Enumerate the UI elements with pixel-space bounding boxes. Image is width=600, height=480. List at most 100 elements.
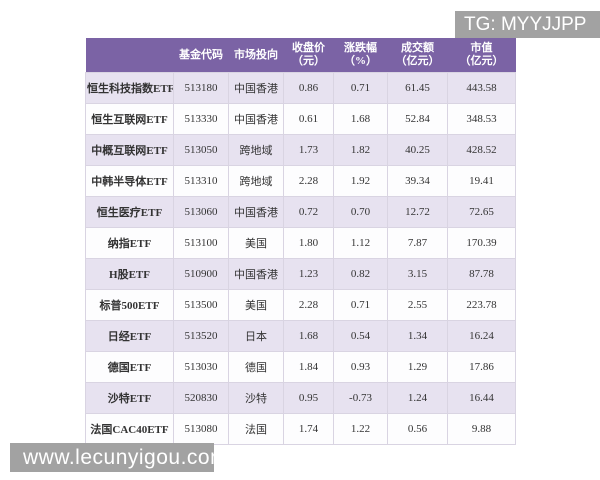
cell-code: 513030 [173, 351, 229, 383]
cell-market: 美国 [228, 289, 284, 321]
cell-turnover: 1.29 [387, 351, 448, 383]
cell-code: 513080 [173, 413, 229, 445]
cell-name: 纳指ETF [85, 227, 174, 259]
cell-name: 中概互联网ETF [85, 134, 174, 166]
watermark: www.lecunyigou.com [10, 443, 228, 472]
cell-name: H股ETF [85, 258, 174, 290]
cell-change: 1.92 [333, 165, 388, 197]
cell-mcap: 9.88 [447, 413, 516, 445]
cell-market: 中国香港 [228, 258, 284, 290]
cell-market: 法国 [228, 413, 284, 445]
cell-change: 1.82 [333, 134, 388, 166]
cell-turnover: 2.55 [387, 289, 448, 321]
table-row: 恒生互联网ETF 513330 中国香港 0.61 1.68 52.84 348.53 [85, 103, 516, 135]
cell-change: 0.54 [333, 320, 388, 352]
cell-close: 2.28 [283, 289, 334, 321]
cell-market: 日本 [228, 320, 284, 352]
column-header-change: 涨跌幅 （%） [333, 38, 388, 73]
table-row: 中韩半导体ETF 513310 跨地域 2.28 1.92 39.34 19.41 [85, 165, 516, 197]
cell-market: 跨地域 [228, 134, 284, 166]
cell-turnover: 3.15 [387, 258, 448, 290]
cell-change: 1.12 [333, 227, 388, 259]
cell-code: 513330 [173, 103, 229, 135]
cell-turnover: 39.34 [387, 165, 448, 197]
cell-code: 513520 [173, 320, 229, 352]
table-header: 基金代码 市场投向 收盘价 （元） 涨跌幅 （%） 成交额 （亿元） 市值 （亿元） [85, 38, 516, 73]
table-row: 纳指ETF 513100 美国 1.80 1.12 7.87 170.39 [85, 227, 516, 259]
cell-turnover: 1.34 [387, 320, 448, 352]
cell-name: 恒生科技指数ETF [85, 72, 174, 104]
table-row: 中概互联网ETF 513050 跨地域 1.73 1.82 40.25 428.52 [85, 134, 516, 166]
cell-mcap: 223.78 [447, 289, 516, 321]
cell-market: 沙特 [228, 382, 284, 414]
cell-code: 510900 [173, 258, 229, 290]
cell-code: 513060 [173, 196, 229, 228]
cell-mcap: 87.78 [447, 258, 516, 290]
cell-close: 1.80 [283, 227, 334, 259]
table-row: 恒生科技指数ETF 513180 中国香港 0.86 0.71 61.45 443.58 [85, 72, 516, 104]
cell-change: 1.68 [333, 103, 388, 135]
cell-code: 520830 [173, 382, 229, 414]
cell-code: 513500 [173, 289, 229, 321]
cell-mcap: 348.53 [447, 103, 516, 135]
etf-table: 基金代码 市场投向 收盘价 （元） 涨跌幅 （%） 成交额 （亿元） 市值 （亿元） 恒生科技指数… [85, 38, 516, 445]
cell-close: 1.68 [283, 320, 334, 352]
cell-turnover: 0.56 [387, 413, 448, 445]
cell-name: 标普500ETF [85, 289, 174, 321]
table-row: 日经ETF 513520 日本 1.68 0.54 1.34 16.24 [85, 320, 516, 352]
cell-mcap: 19.41 [447, 165, 516, 197]
cell-market: 跨地域 [228, 165, 284, 197]
cell-change: 0.71 [333, 72, 388, 104]
cell-close: 0.86 [283, 72, 334, 104]
cell-change: 0.82 [333, 258, 388, 290]
column-header-name [85, 38, 174, 73]
cell-mcap: 17.86 [447, 351, 516, 383]
cell-market: 中国香港 [228, 72, 284, 104]
cell-mcap: 170.39 [447, 227, 516, 259]
cell-name: 恒生医疗ETF [85, 196, 174, 228]
cell-mcap: 72.65 [447, 196, 516, 228]
cell-close: 0.95 [283, 382, 334, 414]
column-header-code: 基金代码 [173, 38, 229, 73]
column-header-close: 收盘价 （元） [283, 38, 334, 73]
cell-change: 0.93 [333, 351, 388, 383]
cell-mcap: 428.52 [447, 134, 516, 166]
cell-mcap: 443.58 [447, 72, 516, 104]
cell-name: 沙特ETF [85, 382, 174, 414]
table-row: 恒生医疗ETF 513060 中国香港 0.72 0.70 12.72 72.65 [85, 196, 516, 228]
cell-change: 0.71 [333, 289, 388, 321]
cell-change: -0.73 [333, 382, 388, 414]
table-row: 德国ETF 513030 德国 1.84 0.93 1.29 17.86 [85, 351, 516, 383]
cell-close: 1.74 [283, 413, 334, 445]
table-row: 沙特ETF 520830 沙特 0.95 -0.73 1.24 16.44 [85, 382, 516, 414]
cell-turnover: 61.45 [387, 72, 448, 104]
column-header-mcap: 市值 （亿元） [447, 38, 516, 73]
cell-close: 2.28 [283, 165, 334, 197]
cell-name: 法国CAC40ETF [85, 413, 174, 445]
cell-code: 513050 [173, 134, 229, 166]
table-row: H股ETF 510900 中国香港 1.23 0.82 3.15 87.78 [85, 258, 516, 290]
table-row: 法国CAC40ETF 513080 法国 1.74 1.22 0.56 9.88 [85, 413, 516, 445]
column-header-market: 市场投向 [228, 38, 284, 73]
tg-badge: TG: MYYJJPP [455, 11, 600, 38]
cell-turnover: 40.25 [387, 134, 448, 166]
cell-name: 恒生互联网ETF [85, 103, 174, 135]
cell-turnover: 12.72 [387, 196, 448, 228]
header-row: 基金代码 市场投向 收盘价 （元） 涨跌幅 （%） 成交额 （亿元） 市值 （亿元） [85, 38, 516, 73]
cell-market: 德国 [228, 351, 284, 383]
cell-code: 513100 [173, 227, 229, 259]
cell-close: 1.23 [283, 258, 334, 290]
cell-mcap: 16.44 [447, 382, 516, 414]
cell-change: 1.22 [333, 413, 388, 445]
cell-name: 日经ETF [85, 320, 174, 352]
column-header-turnover: 成交额 （亿元） [387, 38, 448, 73]
cell-turnover: 1.24 [387, 382, 448, 414]
cell-market: 美国 [228, 227, 284, 259]
cell-change: 0.70 [333, 196, 388, 228]
cell-close: 0.61 [283, 103, 334, 135]
cell-name: 中韩半导体ETF [85, 165, 174, 197]
cell-close: 1.84 [283, 351, 334, 383]
cell-turnover: 7.87 [387, 227, 448, 259]
cell-market: 中国香港 [228, 196, 284, 228]
